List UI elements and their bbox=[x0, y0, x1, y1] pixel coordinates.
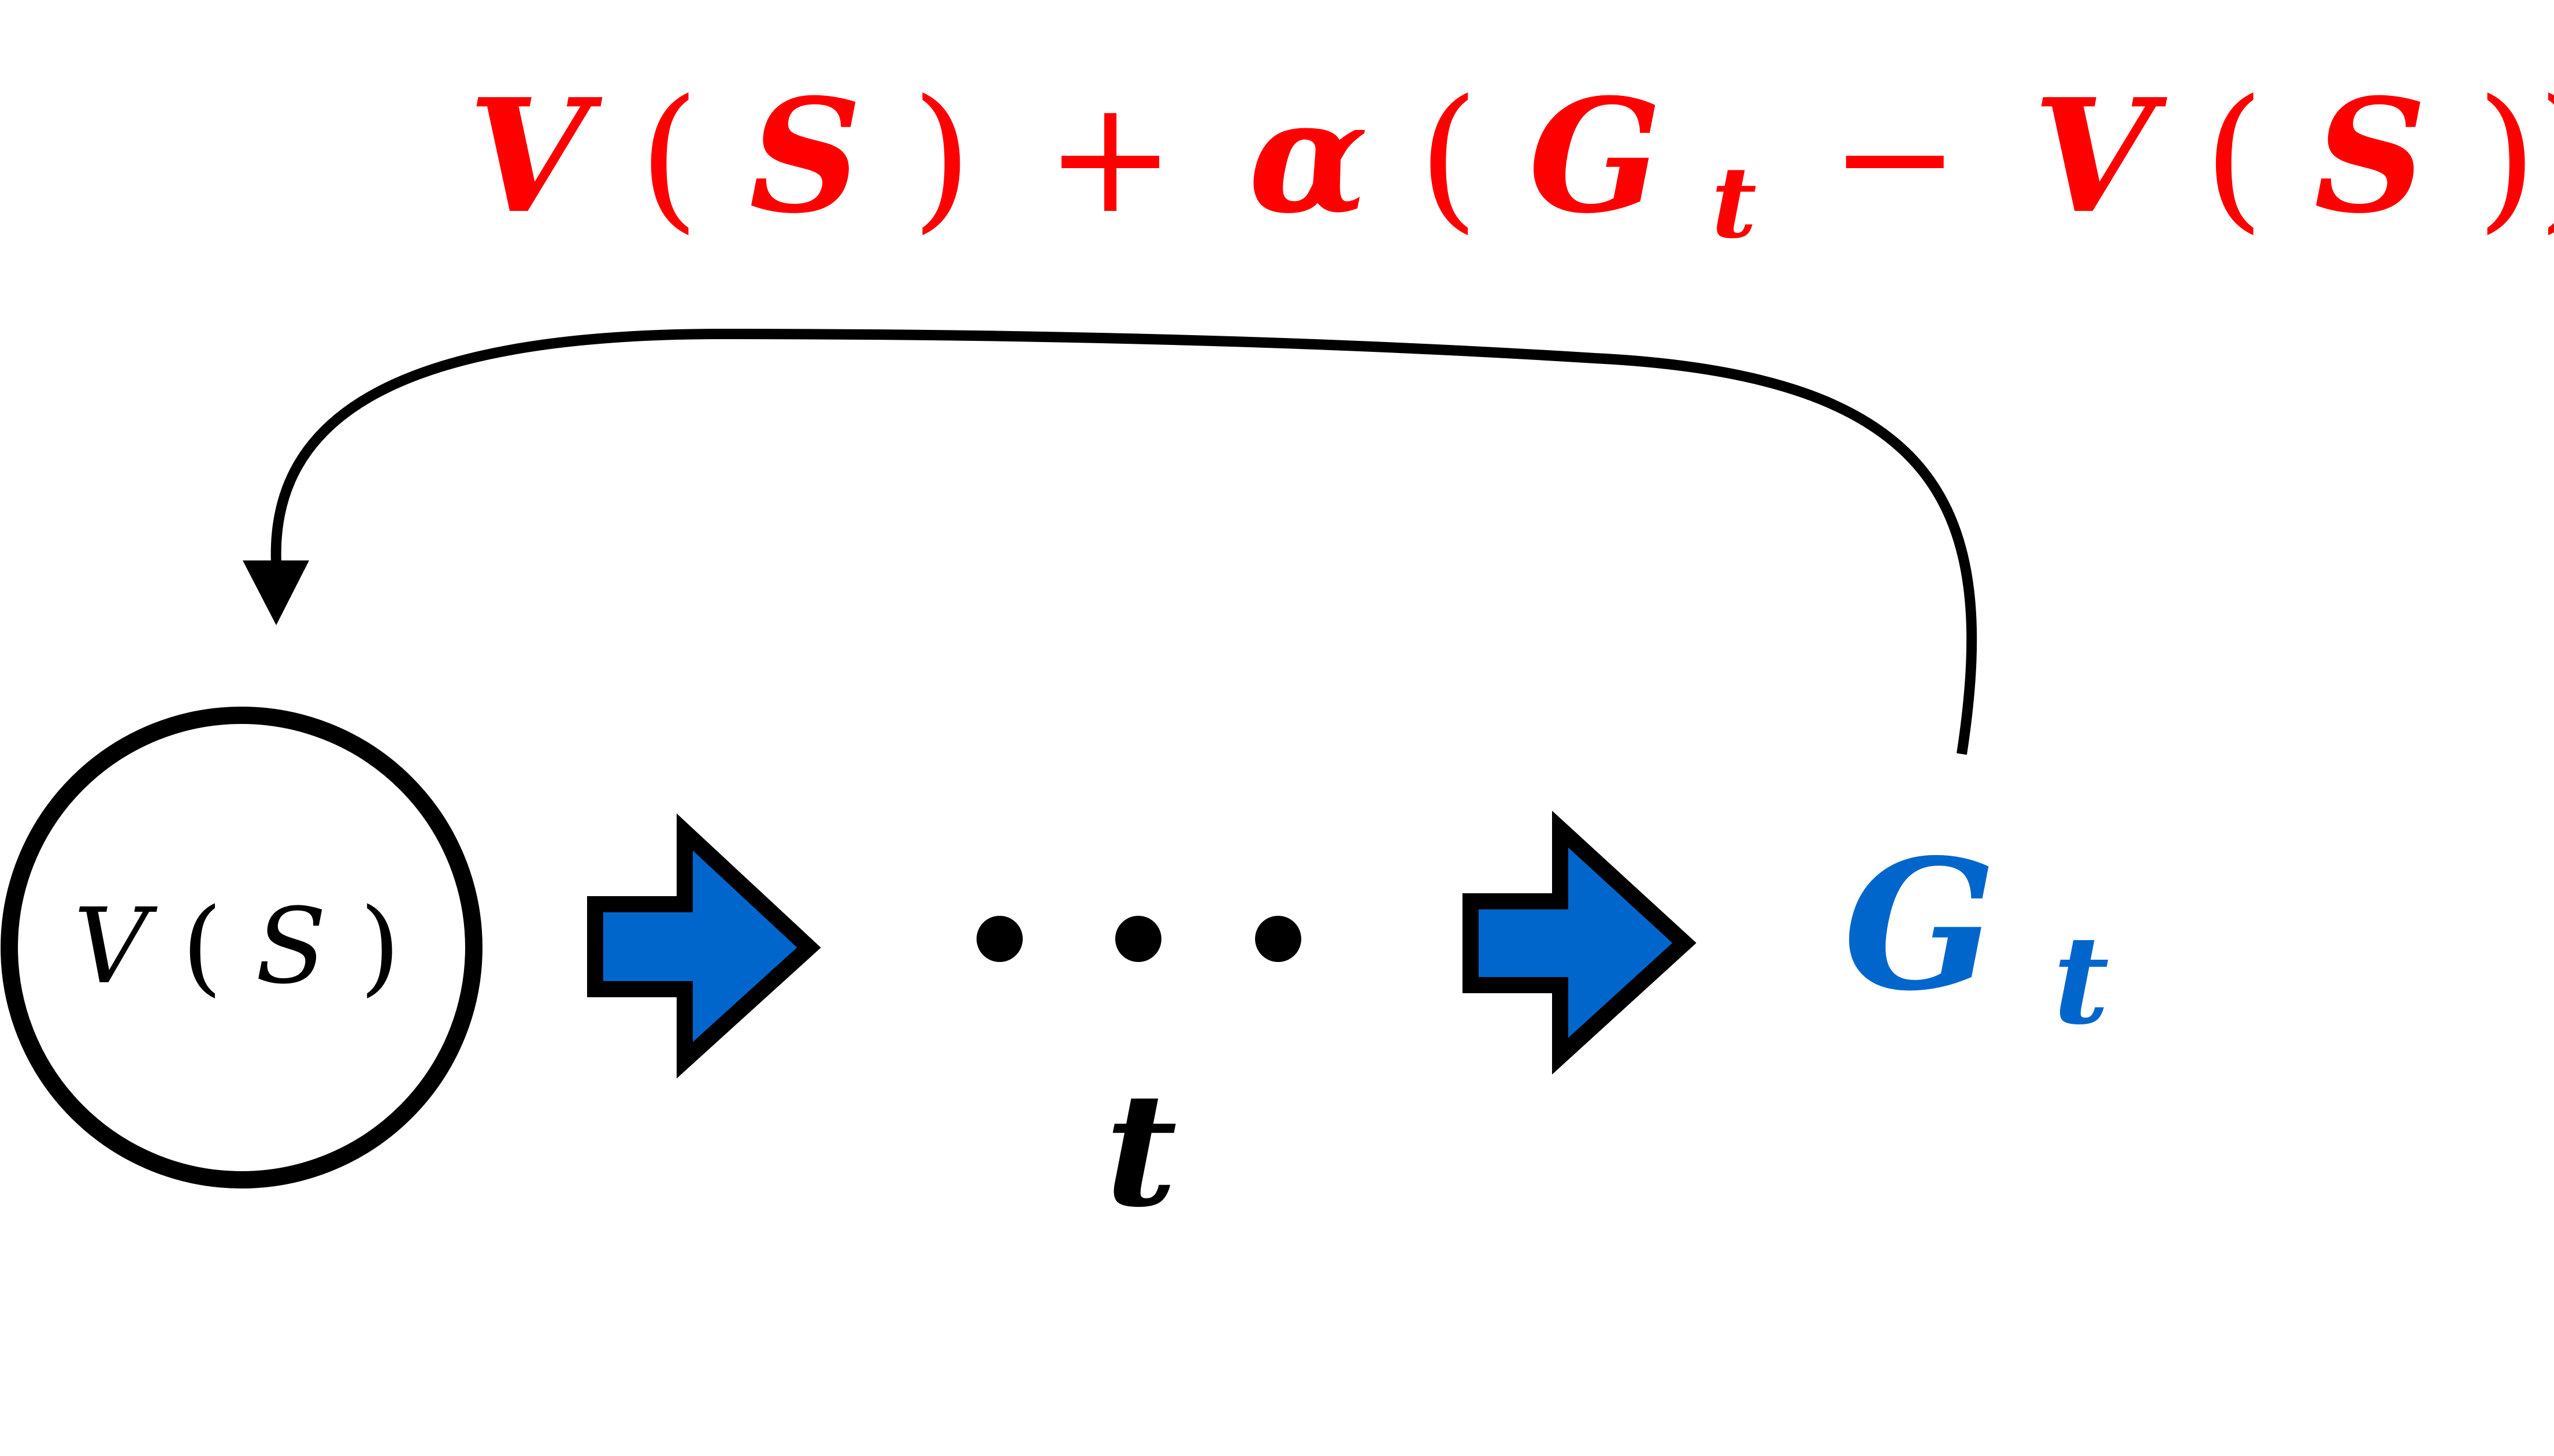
ellipsis-dot-2 bbox=[1115, 916, 1161, 962]
state-node-open-paren: ( bbox=[182, 886, 222, 1007]
formula-open-paren-2: ( bbox=[1418, 66, 1479, 248]
block-arrow-1 bbox=[587, 813, 821, 1079]
return-label: G t bbox=[1843, 820, 2109, 1052]
return-subscript: t bbox=[2053, 909, 2109, 1052]
formula-g: G bbox=[1528, 64, 1662, 248]
formula-v: V bbox=[468, 64, 604, 248]
formula-close-parens: )) bbox=[2477, 66, 2554, 248]
update-formula: V ( S ) + α ( G t − V ( S )) bbox=[468, 64, 2554, 274]
time-step-label: t bbox=[1105, 1058, 1178, 1242]
formula-g-subscript: t bbox=[1712, 145, 1757, 261]
formula-alpha: α bbox=[1249, 64, 1369, 248]
state-node-s: S bbox=[255, 886, 326, 1007]
ellipsis-dot-3 bbox=[1255, 916, 1301, 962]
block-arrow-2 bbox=[1462, 811, 1697, 1075]
ellipsis-dot-1 bbox=[977, 916, 1023, 962]
formula-close-paren: ) bbox=[911, 66, 972, 248]
formula-minus: − bbox=[1829, 66, 1960, 248]
formula-open-paren-3: ( bbox=[2204, 66, 2265, 248]
formula-plus: + bbox=[1045, 66, 1176, 248]
formula-open-paren: ( bbox=[638, 66, 699, 248]
return-g: G bbox=[1843, 820, 1996, 1031]
formula-s: S bbox=[749, 64, 862, 248]
state-node-circle[interactable] bbox=[1, 707, 482, 1188]
state-node-label: V ( S ) bbox=[73, 886, 400, 1007]
formula-s-2: S bbox=[2314, 64, 2427, 248]
formula-v-2: V bbox=[2033, 64, 2169, 248]
state-node-close-paren: ) bbox=[359, 886, 400, 1007]
state-node-v: V bbox=[73, 886, 158, 1007]
feedback-arrowhead bbox=[243, 560, 309, 625]
feedback-curve bbox=[270, 328, 1977, 755]
